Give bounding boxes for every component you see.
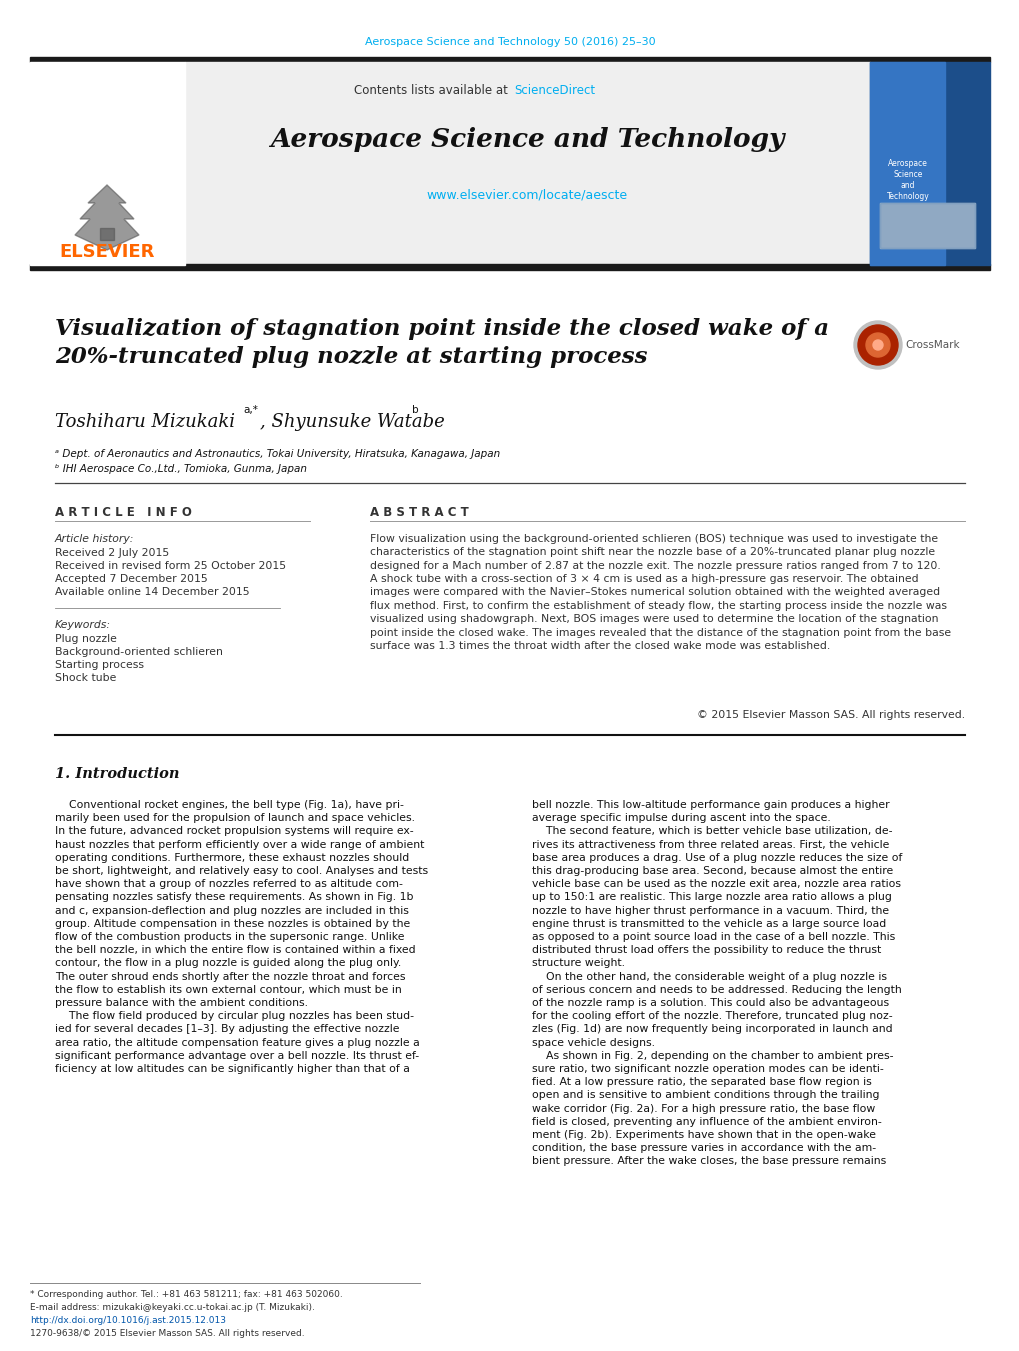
Text: a,*: a,* bbox=[243, 405, 258, 415]
Text: E-mail address: mizukaki@keyaki.cc.u-tokai.ac.jp (T. Mizukaki).: E-mail address: mizukaki@keyaki.cc.u-tok… bbox=[30, 1302, 315, 1312]
Bar bbox=[30, 57, 989, 62]
Text: Toshiharu Mizukaki: Toshiharu Mizukaki bbox=[55, 413, 234, 431]
Bar bbox=[879, 203, 974, 249]
Text: 1270-9638/© 2015 Elsevier Masson SAS. All rights reserved.: 1270-9638/© 2015 Elsevier Masson SAS. Al… bbox=[30, 1329, 305, 1337]
Text: http://dx.doi.org/10.1016/j.ast.2015.12.013: http://dx.doi.org/10.1016/j.ast.2015.12.… bbox=[30, 1316, 226, 1325]
Text: 1. Introduction: 1. Introduction bbox=[55, 767, 179, 781]
Bar bbox=[879, 203, 974, 249]
Text: A R T I C L E   I N F O: A R T I C L E I N F O bbox=[55, 507, 192, 519]
Text: Plug nozzle: Plug nozzle bbox=[55, 634, 117, 644]
Text: Available online 14 December 2015: Available online 14 December 2015 bbox=[55, 586, 250, 597]
Bar bbox=[869, 62, 989, 265]
Text: Contents lists available at: Contents lists available at bbox=[354, 85, 512, 97]
Text: , Shyunsuke Watabe: , Shyunsuke Watabe bbox=[260, 413, 444, 431]
Text: www.elsevier.com/locate/aescte: www.elsevier.com/locate/aescte bbox=[426, 189, 627, 201]
Text: Flow visualization using the background-oriented schlieren (BOS) technique was u: Flow visualization using the background-… bbox=[370, 534, 950, 651]
Circle shape bbox=[865, 332, 890, 357]
Text: Aerospace Science and Technology 50 (2016) 25–30: Aerospace Science and Technology 50 (201… bbox=[365, 36, 654, 47]
Bar bbox=[30, 62, 184, 265]
Text: © 2015 Elsevier Masson SAS. All rights reserved.: © 2015 Elsevier Masson SAS. All rights r… bbox=[696, 711, 964, 720]
Text: Received 2 July 2015: Received 2 July 2015 bbox=[55, 549, 169, 558]
Text: Accepted 7 December 2015: Accepted 7 December 2015 bbox=[55, 574, 208, 584]
Circle shape bbox=[857, 326, 897, 365]
Bar bbox=[30, 263, 989, 270]
Text: Received in revised form 25 October 2015: Received in revised form 25 October 2015 bbox=[55, 561, 286, 571]
Text: * Corresponding author. Tel.: +81 463 581211; fax: +81 463 502060.: * Corresponding author. Tel.: +81 463 58… bbox=[30, 1290, 342, 1300]
Text: Starting process: Starting process bbox=[55, 661, 144, 670]
Text: A B S T R A C T: A B S T R A C T bbox=[370, 507, 469, 519]
Bar bbox=[184, 62, 869, 265]
Bar bbox=[100, 228, 114, 240]
Text: ᵇ IHI Aerospace Co.,Ltd., Tomioka, Gunma, Japan: ᵇ IHI Aerospace Co.,Ltd., Tomioka, Gunma… bbox=[55, 463, 307, 474]
Text: ScienceDirect: ScienceDirect bbox=[514, 85, 594, 97]
Text: Visualization of stagnation point inside the closed wake of a
20%-truncated plug: Visualization of stagnation point inside… bbox=[55, 317, 828, 369]
Polygon shape bbox=[75, 185, 139, 250]
Text: CrossMark: CrossMark bbox=[904, 340, 959, 350]
Text: ELSEVIER: ELSEVIER bbox=[59, 243, 155, 261]
Text: Aerospace Science and Technology: Aerospace Science and Technology bbox=[269, 127, 784, 153]
Text: Aerospace
Science
and
Technology: Aerospace Science and Technology bbox=[886, 159, 928, 201]
Text: Keywords:: Keywords: bbox=[55, 620, 111, 630]
Text: bell nozzle. This low-altitude performance gain produces a higher
average specif: bell nozzle. This low-altitude performan… bbox=[532, 800, 902, 1166]
Circle shape bbox=[872, 340, 882, 350]
Circle shape bbox=[853, 322, 901, 369]
Text: b: b bbox=[412, 405, 418, 415]
Text: Article history:: Article history: bbox=[55, 534, 135, 544]
Text: Shock tube: Shock tube bbox=[55, 673, 116, 684]
Text: Background-oriented schlieren: Background-oriented schlieren bbox=[55, 647, 223, 657]
Text: Conventional rocket engines, the bell type (Fig. 1a), have pri-
marily been used: Conventional rocket engines, the bell ty… bbox=[55, 800, 428, 1074]
Text: ᵃ Dept. of Aeronautics and Astronautics, Tokai University, Hiratsuka, Kanagawa, : ᵃ Dept. of Aeronautics and Astronautics,… bbox=[55, 449, 499, 459]
Bar bbox=[869, 62, 944, 265]
